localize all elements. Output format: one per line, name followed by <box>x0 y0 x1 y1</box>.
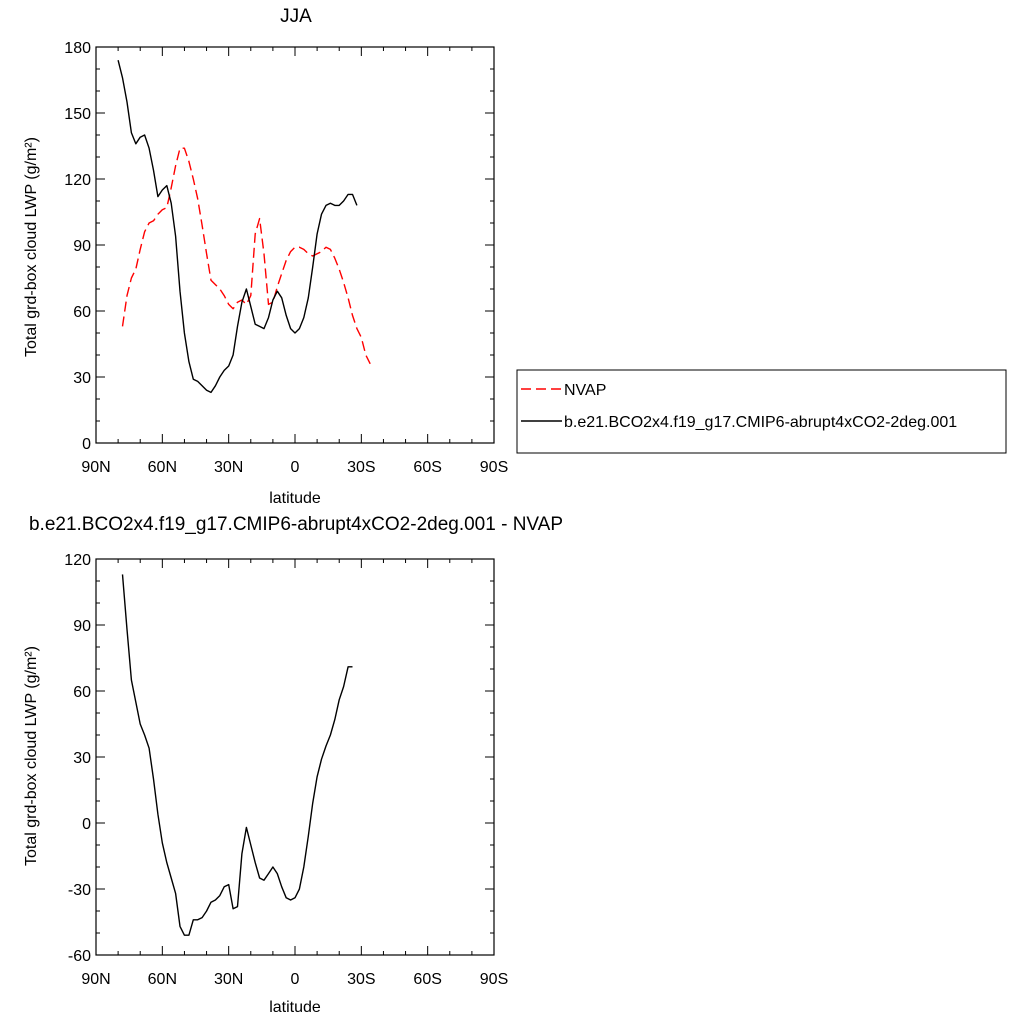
bottom-x-tick-label: 60N <box>148 971 177 988</box>
top-y-tick-label: 150 <box>64 106 91 123</box>
bottom-chart-title: b.e21.BCO2x4.f19_g17.CMIP6-abrupt4xCO2-2… <box>29 514 563 535</box>
top-x-tick-label: 60S <box>413 459 441 476</box>
top-x-tick-label: 90N <box>81 459 110 476</box>
legend: NVAP b.e21.BCO2x4.f19_g17.CMIP6-abrupt4x… <box>516 369 1007 454</box>
bottom-y-tick-label: 0 <box>82 816 91 833</box>
bottom-y-tick-label: 120 <box>64 552 91 569</box>
top-x-tick-label: 30N <box>214 459 243 476</box>
top-y-tick-label: 120 <box>64 172 91 189</box>
top-x-tick-label: 60N <box>148 459 177 476</box>
bottom-x-tick-label: 30S <box>347 971 375 988</box>
top-series-line-nvap <box>121 147 371 365</box>
top-y-axis-label: Total grd-box cloud LWP (g/m²) <box>23 137 40 357</box>
bottom-x-tick-label: 90S <box>480 971 508 988</box>
legend-model-label: b.e21.BCO2x4.f19_g17.CMIP6-abrupt4xCO2-2… <box>564 414 957 431</box>
bottom-panel: b.e21.BCO2x4.f19_g17.CMIP6-abrupt4xCO2-2… <box>23 514 563 1016</box>
bottom-y-tick-label: 60 <box>73 684 91 701</box>
legend-box <box>516 369 1007 454</box>
top-series-line-b-e21-bco2x4-f19-g17-cmi <box>117 60 358 394</box>
bottom-x-tick-label: 90N <box>81 971 110 988</box>
top-x-axis-label: latitude <box>269 490 321 507</box>
top-x-tick-label: 30S <box>347 459 375 476</box>
bottom-y-tick-label: 30 <box>73 750 91 767</box>
bottom-series-line-difference <box>121 574 353 936</box>
top-plot-area: 0 30 60 90 120 150 180 90N 60N 30N 0 30S 60S 90S <box>64 40 508 476</box>
bottom-y-axis-label: Total grd-box cloud LWP (g/m²) <box>23 646 40 866</box>
top-y-tick-label: 90 <box>73 238 91 255</box>
top-x-tick-label: 90S <box>480 459 508 476</box>
top-y-tick-label: 60 <box>73 304 91 321</box>
bottom-y-tick-label: 90 <box>73 618 91 635</box>
bottom-x-tick-label: 30N <box>214 971 243 988</box>
top-chart-title: JJA <box>280 6 312 27</box>
top-x-tick-label: 0 <box>291 459 300 476</box>
top-y-tick-label: 30 <box>73 370 91 387</box>
bottom-plot-area: -60 -30 0 30 60 90 120 90N 60N 30N 0 30S 60S 90S <box>64 552 508 988</box>
bottom-x-axis-label: latitude <box>269 999 321 1016</box>
top-y-tick-label: 180 <box>64 40 91 57</box>
bottom-y-tick-label: -30 <box>68 882 91 899</box>
bottom-plot-frame <box>95 558 495 956</box>
top-y-tick-label: 0 <box>82 436 91 453</box>
top-plot-frame <box>95 46 495 444</box>
legend-nvap-label: NVAP <box>564 382 606 399</box>
bottom-x-tick-label: 60S <box>413 971 441 988</box>
bottom-y-tick-label: -60 <box>68 948 91 965</box>
bottom-x-tick-label: 0 <box>291 971 300 988</box>
